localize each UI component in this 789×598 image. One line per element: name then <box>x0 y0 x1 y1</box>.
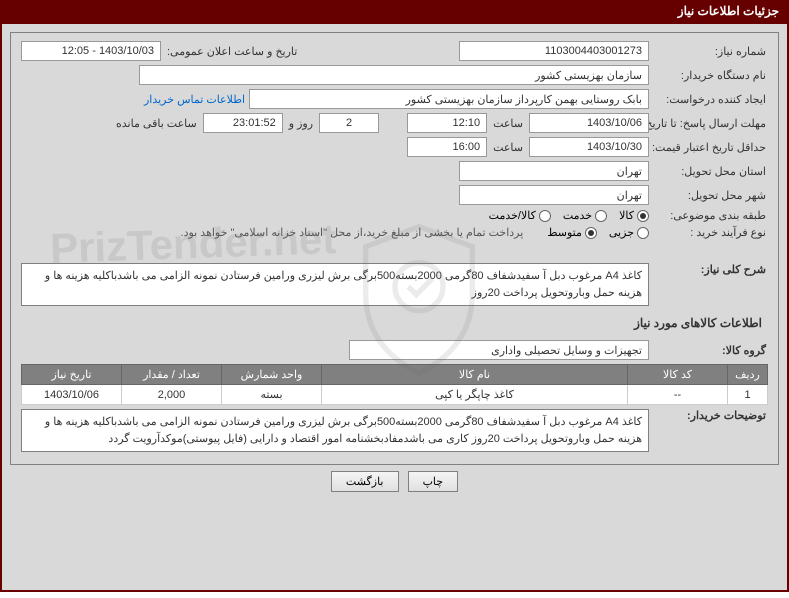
province-label: استان محل تحویل: <box>653 165 768 178</box>
category-radio-group: کالا خدمت کالا/خدمت <box>489 209 649 222</box>
radio-both[interactable] <box>539 210 551 222</box>
buyer-org-label: نام دستگاه خریدار: <box>653 69 768 82</box>
th-code: کد کالا <box>628 365 728 385</box>
price-time-field: 16:00 <box>407 137 487 157</box>
radio-service-label: خدمت <box>563 209 592 222</box>
th-date: تاریخ نیاز <box>22 365 122 385</box>
days-text: روز و <box>287 117 315 130</box>
radio-goods[interactable] <box>637 210 649 222</box>
th-qty: تعداد / مقدار <box>122 365 222 385</box>
cell-num: 1 <box>728 385 768 405</box>
th-name: نام کالا <box>322 365 628 385</box>
header-title: جزئیات اطلاعات نیاز <box>678 4 779 18</box>
radio-medium-label: متوسط <box>547 226 582 239</box>
summary-box: کاغذ A4 مرغوب دبل آ سفیدشفاف 80گرمی 2000… <box>21 263 649 306</box>
buyer-notes-box: کاغذ A4 مرغوب دبل آ سفیدشفاف 80گرمی 2000… <box>21 409 649 452</box>
cell-unit: بسته <box>222 385 322 405</box>
page-header: جزئیات اطلاعات نیاز <box>0 0 789 22</box>
goods-group-field: تجهیزات و وسایل تحصیلی واداری <box>349 340 649 360</box>
response-deadline-label: مهلت ارسال پاسخ: تا تاریخ: <box>653 117 768 130</box>
radio-partial-label: جزیی <box>609 226 634 239</box>
details-panel: شماره نیاز: 1103004403001273 تاریخ و ساع… <box>10 32 779 465</box>
response-time-field: 12:10 <box>407 113 487 133</box>
button-bar: چاپ بازگشت <box>10 471 779 492</box>
process-radio-group: جزیی متوسط <box>547 226 649 239</box>
need-number-field: 1103004403001273 <box>459 41 649 61</box>
province-field: تهران <box>459 161 649 181</box>
cell-name: کاغذ چاپگر یا کپی <box>322 385 628 405</box>
goods-table: ردیف کد کالا نام کالا واحد شمارش تعداد /… <box>21 364 768 405</box>
radio-goods-label: کالا <box>619 209 634 222</box>
summary-label: شرح کلی نیاز: <box>653 263 768 276</box>
th-row: ردیف <box>728 365 768 385</box>
buyer-notes-label: توضیحات خریدار: <box>653 409 768 422</box>
need-number-label: شماره نیاز: <box>653 45 768 58</box>
response-date-field: 1403/10/06 <box>529 113 649 133</box>
countdown-field: 23:01:52 <box>203 113 283 133</box>
cell-code: -- <box>628 385 728 405</box>
price-validity-label: حداقل تاریخ اعتبار قیمت: تا تاریخ: <box>653 141 768 154</box>
price-date-field: 1403/10/30 <box>529 137 649 157</box>
requester-label: ایجاد کننده درخواست: <box>653 93 768 106</box>
time-label-1: ساعت <box>491 117 525 130</box>
radio-partial[interactable] <box>637 227 649 239</box>
process-note: پرداخت تمام یا بخشی از مبلغ خرید،از محل … <box>181 226 524 239</box>
contact-link[interactable]: اطلاعات تماس خریدار <box>144 93 245 106</box>
cell-date: 1403/10/06 <box>22 385 122 405</box>
category-label: طبقه بندی موضوعی: <box>653 209 768 222</box>
table-row: 1 -- کاغذ چاپگر یا کپی بسته 2,000 1403/1… <box>22 385 768 405</box>
remaining-text: ساعت باقی مانده <box>114 117 199 130</box>
requester-field: بابک روستایی بهمن کارپرداز سازمان بهزیست… <box>249 89 649 109</box>
goods-group-label: گروه کالا: <box>653 344 768 357</box>
announce-field: 1403/10/03 - 12:05 <box>21 41 161 61</box>
cell-qty: 2,000 <box>122 385 222 405</box>
announce-label: تاریخ و ساعت اعلان عمومی: <box>165 45 299 58</box>
city-label: شهر محل تحویل: <box>653 189 768 202</box>
buyer-org-field: سازمان بهزیستی کشور <box>139 65 649 85</box>
main-container: شماره نیاز: 1103004403001273 تاریخ و ساع… <box>0 22 789 592</box>
city-field: تهران <box>459 185 649 205</box>
back-button[interactable]: بازگشت <box>331 471 399 492</box>
radio-service[interactable] <box>595 210 607 222</box>
process-label: نوع فرآیند خرید : <box>653 226 768 239</box>
radio-medium[interactable] <box>585 227 597 239</box>
days-remaining-field: 2 <box>319 113 379 133</box>
radio-both-label: کالا/خدمت <box>489 209 536 222</box>
time-label-2: ساعت <box>491 141 525 154</box>
goods-section-title: اطلاعات کالاهای مورد نیاز <box>21 312 768 334</box>
print-button[interactable]: چاپ <box>408 471 459 492</box>
th-unit: واحد شمارش <box>222 365 322 385</box>
